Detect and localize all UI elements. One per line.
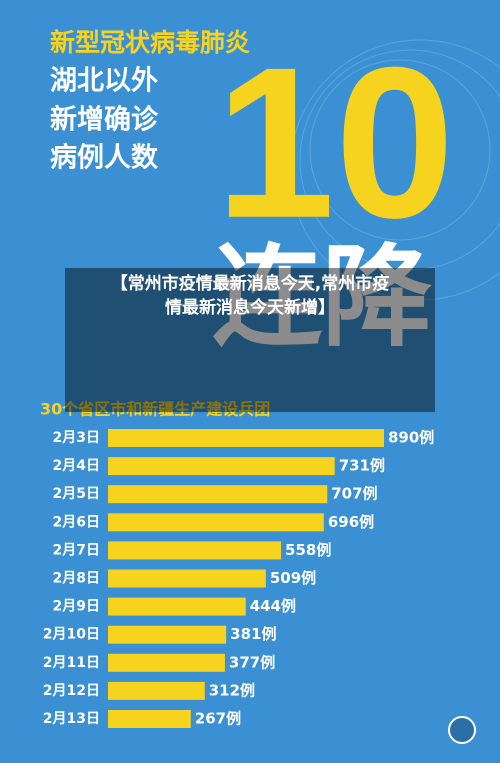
bar <box>108 541 282 560</box>
y-tick-label: 2月12日 <box>43 683 100 699</box>
subtitle: 30个省区市和新疆生产建设兵团 <box>40 400 270 419</box>
value-label: 696例 <box>328 513 374 531</box>
bar <box>108 681 205 700</box>
y-tick-label: 2月11日 <box>43 655 100 671</box>
caption-box <box>65 268 435 412</box>
value-label: 377例 <box>229 653 275 671</box>
y-tick-label: 2月4日 <box>53 458 100 474</box>
value-label: 509例 <box>270 569 316 587</box>
bar <box>108 569 266 588</box>
bar <box>108 653 225 672</box>
value-label: 731例 <box>339 457 385 475</box>
bar <box>108 710 191 728</box>
big-number: 10 <box>215 22 454 263</box>
value-label: 381例 <box>230 625 276 643</box>
logo <box>448 716 476 744</box>
caption: 【常州市疫情最新消息今天,常州市疫 <box>111 273 389 294</box>
y-tick-label: 2月5日 <box>53 486 100 502</box>
value-label: 558例 <box>285 541 331 559</box>
value-label: 267例 <box>195 710 241 728</box>
bar <box>108 625 227 644</box>
bar <box>108 597 246 616</box>
bar-chart: 2月3日 890例 2月4日 731例 2月5日 707例 2月6日 696例 2月7日 558例… <box>43 429 434 728</box>
y-tick-label: 2月3日 <box>53 430 100 446</box>
bar <box>108 457 335 476</box>
title-line: 新增确诊 <box>50 104 159 136</box>
y-tick-label: 2月8日 <box>53 571 100 587</box>
bar <box>108 513 324 532</box>
title-line: 湖北以外 <box>50 66 158 97</box>
big-text: 连降 <box>212 233 432 361</box>
y-tick-label: 2月6日 <box>53 514 100 530</box>
value-label: 890例 <box>388 429 434 447</box>
title: 新型冠状病毒肺炎 <box>50 28 250 57</box>
decoration <box>289 39 500 301</box>
value-label: 312例 <box>209 681 255 699</box>
caption: 情最新消息今天新增】 <box>165 297 335 318</box>
y-tick-label: 2月13日 <box>43 711 100 727</box>
bar <box>108 485 328 504</box>
value-label: 444例 <box>250 597 296 615</box>
y-tick-label: 2月10日 <box>43 627 100 643</box>
value-label: 707例 <box>331 485 377 503</box>
bar <box>108 429 384 447</box>
y-tick-label: 2月7日 <box>53 542 100 558</box>
title-line: 病例人数 <box>50 143 159 174</box>
y-tick-label: 2月9日 <box>53 599 100 615</box>
